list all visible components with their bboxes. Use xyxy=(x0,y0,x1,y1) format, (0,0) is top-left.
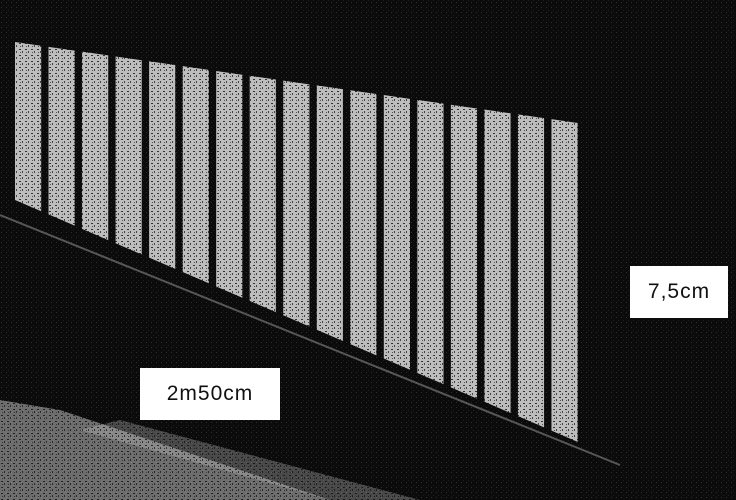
column xyxy=(216,71,242,298)
column xyxy=(317,85,343,341)
column xyxy=(149,61,175,269)
column xyxy=(384,95,410,370)
column xyxy=(451,105,477,399)
column xyxy=(417,100,443,384)
column xyxy=(82,52,108,240)
column xyxy=(518,114,544,427)
column xyxy=(250,76,276,312)
column xyxy=(49,47,75,226)
column xyxy=(551,119,577,442)
page: {"labels": {"length": "2m50cm", "height"… xyxy=(0,0,736,500)
column xyxy=(283,81,309,327)
column xyxy=(15,42,41,211)
photo xyxy=(0,0,736,500)
column xyxy=(116,56,142,254)
column xyxy=(484,110,510,413)
column xyxy=(183,66,209,283)
column xyxy=(350,90,376,355)
height-label: 7,5cm xyxy=(630,266,728,318)
length-label: 2m50cm xyxy=(140,368,280,420)
